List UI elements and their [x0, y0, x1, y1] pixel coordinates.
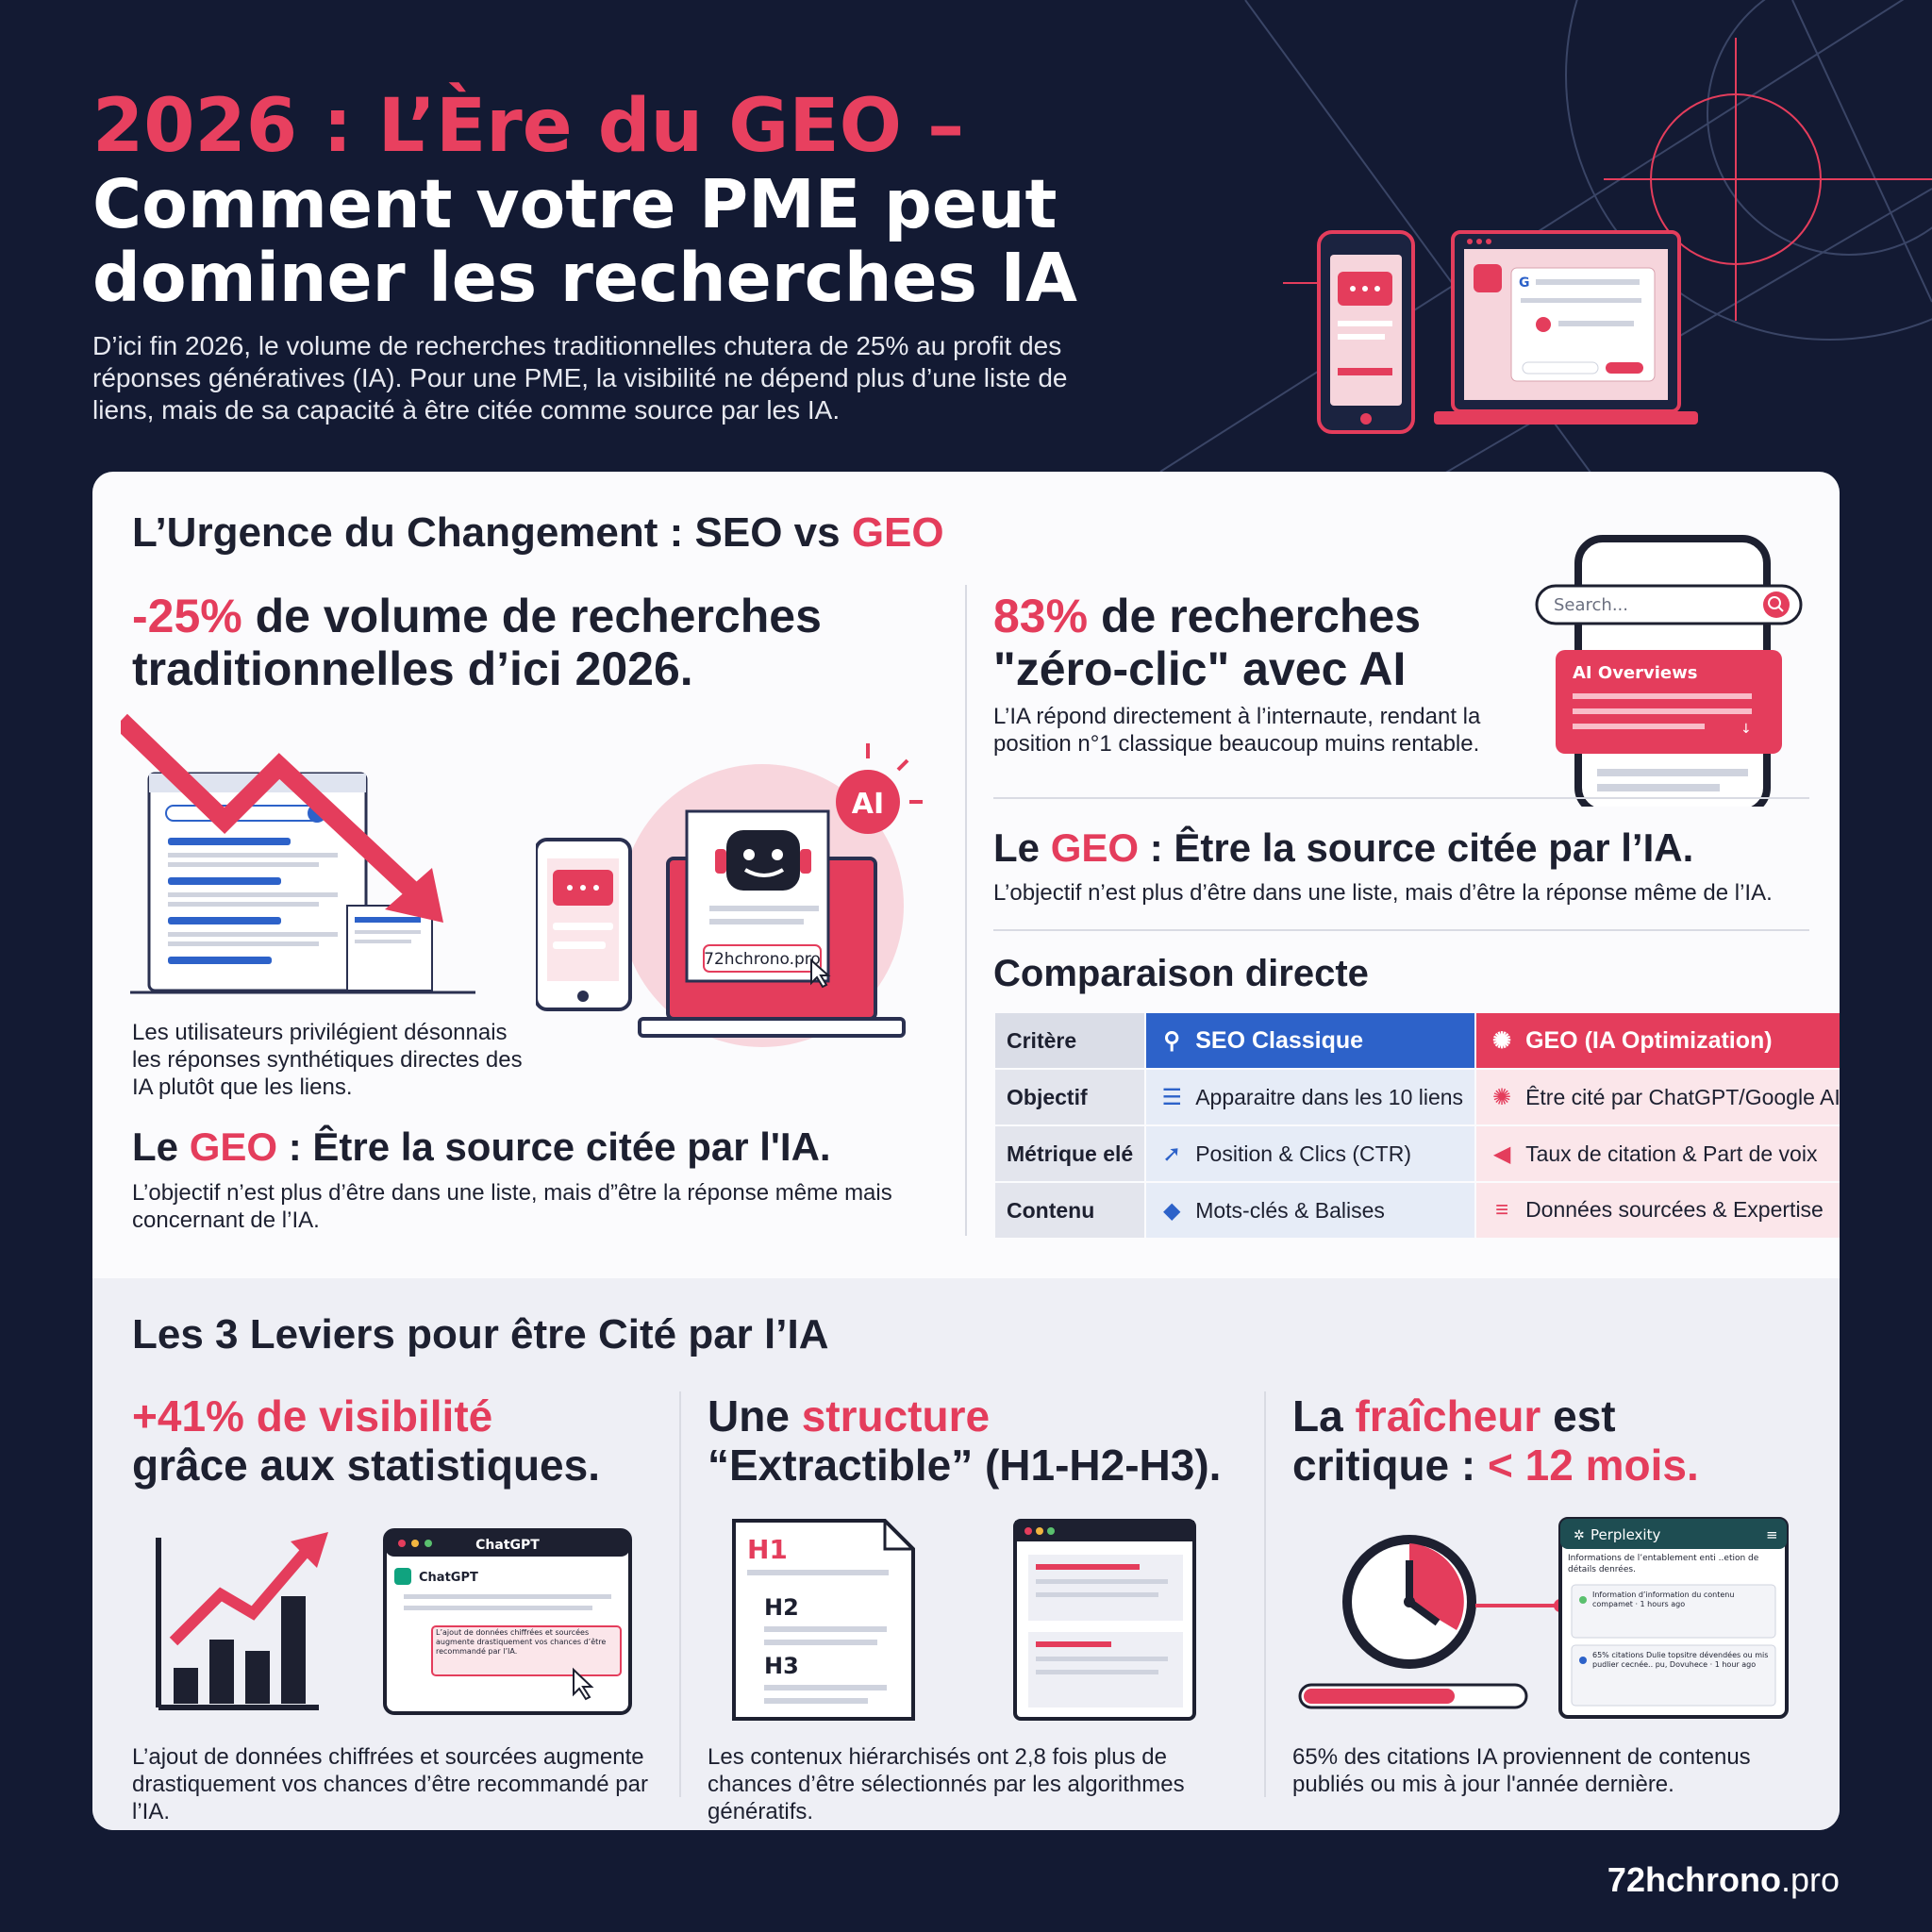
stat-83-zero-click: 83% de recherches "zéro-clic" avec AI [993, 590, 1422, 695]
chatgpt-window: ChatGPT ChatGPT L’ajout de données chiff… [383, 1528, 632, 1715]
site-tag: 72hchrono.pro [704, 950, 821, 969]
svg-text:AI: AI [852, 788, 884, 821]
ai-overview-phone-illustration: Search... AI Overviews ↓ [1535, 535, 1803, 807]
openai-icon: ✺ [1492, 1084, 1512, 1110]
section-leviers-title: Les 3 Leviers pour être Cité par l’IA [132, 1311, 829, 1357]
ai-badge [836, 770, 900, 834]
svg-text:ChatGPT: ChatGPT [475, 1538, 540, 1553]
lever-3-title: La fraîcheur est critique : < 12 mois. [1292, 1391, 1699, 1490]
lever-1-caption: L’ajout de données chiffrées et sourcées… [132, 1744, 648, 1824]
megaphone-icon: ◀ [1492, 1141, 1511, 1167]
laptop-icon: G [1434, 230, 1698, 425]
table-row: Métrique elé ➚ Position & Clics (CTR) ◀ Ta… [995, 1126, 1840, 1181]
lever-1-title: +41% de visibilité grâce aux statistiques… [132, 1391, 600, 1490]
declining-search-illustration [121, 713, 475, 994]
svg-text:↓: ↓ [1740, 722, 1752, 737]
search-icon [1763, 591, 1790, 618]
geo-definition-right: Le GEO : Être la source citée par l’IA. [993, 825, 1694, 870]
phone-icon [536, 838, 632, 1011]
svg-text:≡: ≡ [1766, 1526, 1778, 1543]
cursor-icon [573, 1667, 594, 1701]
robot-icon [715, 830, 811, 891]
freshness-illustration: ✲ Perplexity ≡ Informations de l’entable… [1298, 1517, 1789, 1719]
cursor-icon [810, 958, 831, 989]
svg-text:H3: H3 [764, 1653, 799, 1679]
svg-text:H2: H2 [764, 1594, 799, 1621]
growth-chart-icon [156, 1532, 328, 1710]
list-icon: ☰ [1161, 1084, 1182, 1110]
footer-brand: 72hchrono.pro [1607, 1860, 1840, 1899]
comparison-table: Critère ⚲ SEO Classique ✺ GEO (IA Optimiza… [993, 1011, 1840, 1240]
svg-text:ChatGPT: ChatGPT [419, 1571, 478, 1585]
openai-icon: ✺ [1492, 1027, 1512, 1054]
main-card: L’Urgence du Changement : SEO vs GEO -25… [92, 472, 1840, 1830]
ai-overviews-label: AI Overviews [1573, 663, 1697, 683]
intro-text: D’ici fin 2026, le volume de recherches … [92, 331, 1068, 425]
clock-icon [1342, 1535, 1476, 1669]
svg-text:Perplexity: Perplexity [1591, 1526, 1660, 1543]
search-input: Search... [1554, 595, 1628, 615]
tag-icon: ◆ [1162, 1197, 1181, 1224]
geo-definition-right-caption: L’objectif n’est plus d’être dans une li… [993, 880, 1773, 906]
header-geo: ✺ GEO (IA Optimization) [1476, 1013, 1840, 1068]
stat-minus-25-caption: Les utilisateurs privilégient désonnais … [132, 1020, 523, 1100]
svg-text:✲: ✲ [1574, 1528, 1585, 1543]
lever-3-caption: 65% des citations IA proviennent de cont… [1292, 1744, 1751, 1797]
header: 2026 : L’Ère du GEO – Comment votre PME … [92, 87, 1224, 426]
table-row: Objectif ☰ Apparaitre dans les 10 liens ✺… [995, 1070, 1840, 1124]
table-header-row: Critère ⚲ SEO Classique ✺ GEO (IA Optimiza… [995, 1013, 1840, 1068]
svg-text:G: G [1519, 275, 1530, 291]
cursor-icon: ➚ [1162, 1141, 1182, 1167]
heading-structure-illustration: H1 H2 H3 [732, 1519, 1196, 1721]
database-icon: ≡ [1495, 1197, 1509, 1223]
page-title-line2b: dominer les recherches IA [92, 239, 1077, 317]
section-urgence-title: L’Urgence du Changement : SEO vs GEO [132, 509, 944, 556]
table-row: Contenu ◆ Mots-clés & Balises ≡ Données so… [995, 1183, 1840, 1238]
comparison-title: Comparaison directe [993, 953, 1369, 994]
perplexity-window: ✲ Perplexity ≡ Informations de l’entable… [1558, 1517, 1789, 1719]
stat-83-caption: L’IA répond directement à l’internaute, … [993, 704, 1481, 757]
page-title-line2a: Comment votre PME peut [92, 165, 1058, 243]
ai-chatbot-illustration: 72hchrono.pro AI [536, 743, 923, 1047]
lever-2-caption: Les contenux hiérarchisés ont 2,8 fois p… [708, 1744, 1185, 1824]
header-seo: ⚲ SEO Classique [1146, 1013, 1475, 1068]
svg-text:H1: H1 [747, 1534, 788, 1565]
page-title-line1: 2026 : L’Ère du GEO – [92, 84, 965, 169]
stat-minus-25: -25% de volume de recherches traditionne… [132, 590, 822, 695]
hero-devices-illustration: G [1317, 230, 1698, 434]
geo-definition-left: Le GEO : Être la source citée par l'IA. [132, 1124, 831, 1169]
statistics-illustration: ChatGPT ChatGPT L’ajout de données chiff… [156, 1528, 632, 1715]
lever-2-title: Une structure “Extractible” (H1-H2-H3). [708, 1391, 1222, 1490]
phone-icon [1317, 230, 1415, 434]
geo-definition-left-caption: L’objectif n’est plus d’être dans une li… [132, 1180, 892, 1233]
column-divider [965, 585, 967, 1236]
header-critere: Critère [995, 1013, 1145, 1068]
down-arrow-icon [121, 713, 431, 909]
search-icon: ⚲ [1163, 1027, 1180, 1054]
